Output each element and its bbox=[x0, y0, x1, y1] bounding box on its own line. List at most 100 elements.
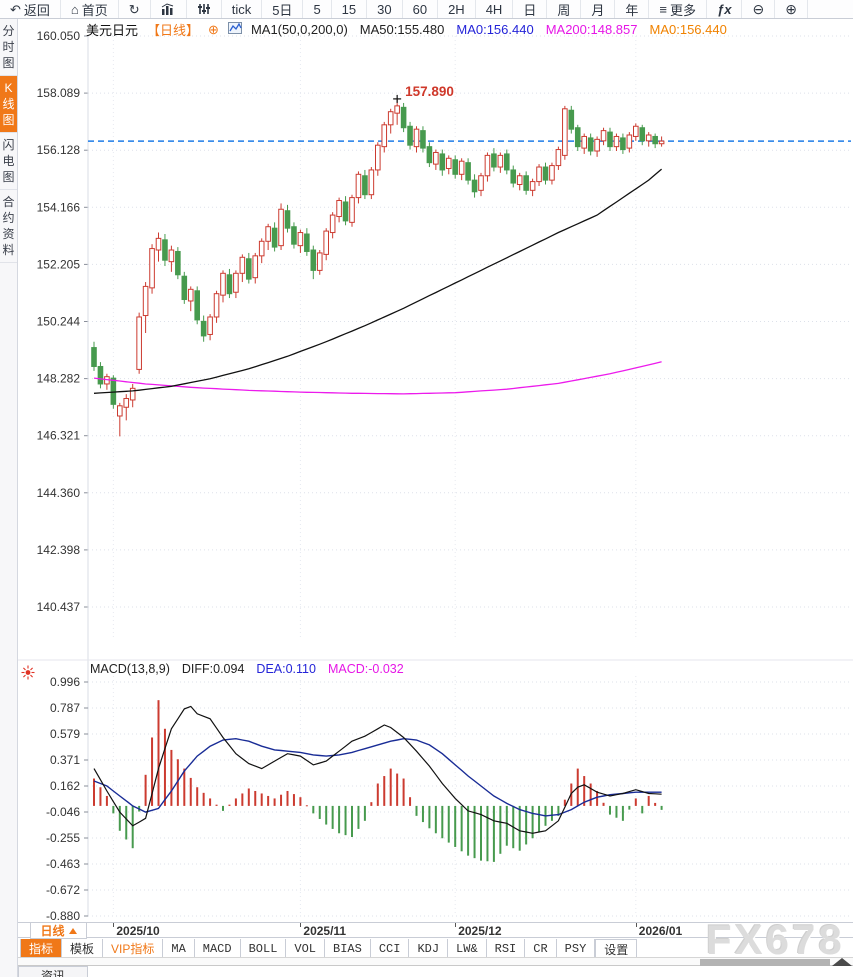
tab-settings[interactable]: 设置 bbox=[595, 939, 638, 958]
zoom-in-icon: ⊕ bbox=[785, 1, 797, 17]
svg-text:146.321: 146.321 bbox=[37, 429, 81, 443]
add-compare-icon[interactable]: ⊕ bbox=[208, 21, 219, 37]
sidebar-item-time-chart[interactable]: 分时图 bbox=[0, 19, 17, 76]
svg-text:-0.880: -0.880 bbox=[46, 909, 80, 922]
x-axis-strip: 日线 2025/10 2025/11 2025/12 2026/01 bbox=[18, 922, 853, 939]
tab-rsi[interactable]: RSI bbox=[487, 939, 526, 958]
svg-text:157.890: 157.890 bbox=[405, 84, 454, 99]
period-selector[interactable]: 日线 bbox=[30, 922, 87, 939]
toolbar-period-year-label: 年 bbox=[625, 2, 639, 18]
tab-psy[interactable]: PSY bbox=[557, 939, 596, 958]
tab-kdj[interactable]: KDJ bbox=[409, 939, 449, 958]
toolbar-period-month[interactable]: 月 bbox=[581, 0, 616, 18]
toolbar-refresh-icon[interactable]: ↻ bbox=[119, 0, 151, 18]
tab-bias[interactable]: BIAS bbox=[325, 939, 371, 958]
kline-mini-icon bbox=[227, 22, 242, 37]
collapse-triangle-icon bbox=[68, 927, 77, 934]
toolbar-period-tick-label: tick bbox=[231, 1, 252, 17]
svg-text:0.371: 0.371 bbox=[50, 753, 80, 767]
svg-text:-0.463: -0.463 bbox=[46, 857, 80, 871]
toolbar-period-day-label: 日 bbox=[523, 2, 537, 18]
x-axis-label: 2025/11 bbox=[303, 924, 347, 938]
x-axis-tick bbox=[113, 923, 115, 927]
svg-text:154.166: 154.166 bbox=[37, 200, 81, 214]
tab-cci[interactable]: CCI bbox=[371, 939, 410, 958]
toolbar-period-year[interactable]: 年 bbox=[615, 0, 650, 18]
sidebar-item-contract-info[interactable]: 合约资料 bbox=[0, 190, 17, 263]
toolbar-period-30-label: 30 bbox=[377, 1, 392, 17]
toolbar-period-30[interactable]: 30 bbox=[367, 0, 403, 18]
tab-vol[interactable]: VOL bbox=[286, 939, 326, 958]
toolbar-more-label: 更多 bbox=[669, 2, 696, 18]
x-axis-tick bbox=[300, 923, 302, 927]
symbol-name: 美元日元 bbox=[86, 23, 139, 38]
indicator-settings-icon[interactable] bbox=[21, 665, 35, 680]
toolbar-zoom-in-icon[interactable]: ⊕ bbox=[775, 0, 808, 18]
macd-header: MACD(13,8,9) DIFF:0.094 DEA:0.110 MACD:-0.0… bbox=[90, 662, 416, 676]
svg-text:-0.255: -0.255 bbox=[46, 831, 80, 845]
news-tab[interactable]: 资讯 bbox=[18, 966, 88, 977]
tab-boll[interactable]: BOLL bbox=[241, 939, 287, 958]
scrollbar-thumb[interactable] bbox=[700, 959, 830, 966]
fx-indicator-icon: ƒx bbox=[717, 1, 732, 17]
toolbar-period-5-label: 5 bbox=[313, 1, 321, 17]
zoom-out-icon: ⊖ bbox=[752, 1, 765, 17]
x-axis-label: 2025/10 bbox=[116, 924, 160, 938]
ma-legend-item: MA200:148.857 bbox=[545, 22, 638, 37]
svg-text:142.398: 142.398 bbox=[37, 543, 81, 557]
svg-text:158.089: 158.089 bbox=[37, 86, 81, 100]
tab-macd[interactable]: MACD bbox=[195, 939, 241, 958]
toolbar-period-5d[interactable]: 5日 bbox=[262, 0, 304, 18]
tab-templates[interactable]: 模板 bbox=[62, 939, 104, 958]
svg-text:152.205: 152.205 bbox=[37, 257, 81, 271]
toolbar-more[interactable]: ≡ 更多 bbox=[649, 0, 707, 18]
toolbar-chart-style-icon[interactable] bbox=[187, 0, 222, 18]
toolbar-zoom-out-icon[interactable]: ⊖ bbox=[742, 0, 776, 18]
toolbar-period-2h[interactable]: 2H bbox=[438, 0, 476, 18]
price-macd-chart[interactable]: 160.050 158.089 156.128 154.166 152.205 150.2… bbox=[18, 18, 853, 922]
scrollbar-expand-arrow-icon[interactable] bbox=[832, 958, 852, 966]
x-axis-label: 2025/12 bbox=[458, 924, 502, 938]
toolbar-period-day[interactable]: 日 bbox=[513, 0, 548, 18]
back-icon: ↶ bbox=[10, 1, 21, 17]
toolbar-back-label: 返回 bbox=[23, 2, 50, 18]
ma-legend-item: MA50:155.480 bbox=[359, 22, 445, 37]
toolbar-home[interactable]: ⌂ 首页 bbox=[61, 0, 119, 18]
toolbar-period-week[interactable]: 周 bbox=[547, 0, 582, 18]
svg-text:0.787: 0.787 bbox=[50, 701, 80, 715]
ma-legend-item: MA1(50,0,200,0) bbox=[250, 22, 348, 37]
toolbar-period-60-label: 60 bbox=[412, 1, 428, 17]
period-label: 【日线】 bbox=[147, 23, 200, 38]
svg-text:0.162: 0.162 bbox=[50, 779, 80, 793]
svg-text:156.128: 156.128 bbox=[37, 143, 81, 157]
chart-style-icon bbox=[197, 3, 211, 15]
horizontal-scrollbar[interactable] bbox=[18, 957, 853, 966]
macd-legend-item: MACD:-0.032 bbox=[327, 662, 404, 676]
toolbar-period-15[interactable]: 15 bbox=[332, 0, 368, 18]
toolbar-chart-type-bar-icon[interactable] bbox=[151, 0, 187, 18]
tab-lwr[interactable]: LW& bbox=[448, 939, 487, 958]
tab-ma[interactable]: MA bbox=[163, 939, 195, 958]
tab-indicators[interactable]: 指标 bbox=[20, 939, 63, 958]
macd-legend-item: DIFF:0.094 bbox=[181, 662, 245, 676]
toolbar-back[interactable]: ↶ 返回 bbox=[0, 0, 61, 18]
toolbar-period-4h[interactable]: 4H bbox=[476, 0, 514, 18]
toolbar-period-15-label: 15 bbox=[341, 1, 357, 17]
svg-text:144.360: 144.360 bbox=[37, 486, 81, 500]
ma-legend-item: MA0:156.440 bbox=[456, 22, 534, 37]
toolbar-period-5[interactable]: 5 bbox=[303, 0, 332, 18]
toolbar-period-60[interactable]: 60 bbox=[403, 0, 439, 18]
toolbar-fx-indicator-icon[interactable]: ƒx bbox=[707, 0, 743, 18]
tab-vip-indicators[interactable]: VIP指标 bbox=[103, 939, 164, 958]
toolbar-period-tick[interactable]: tick bbox=[222, 0, 263, 18]
news-tab-label: 资讯 bbox=[40, 969, 65, 977]
x-axis-label: 2026/01 bbox=[638, 924, 683, 938]
tab-cr[interactable]: CR bbox=[525, 939, 557, 958]
home-icon: ⌂ bbox=[70, 1, 79, 17]
toolbar-period-month-label: 月 bbox=[591, 2, 605, 18]
chart-type-bar-icon bbox=[161, 3, 176, 15]
svg-text:160.050: 160.050 bbox=[37, 29, 81, 43]
sidebar-item-lightning-chart[interactable]: 闪电图 bbox=[0, 133, 17, 190]
